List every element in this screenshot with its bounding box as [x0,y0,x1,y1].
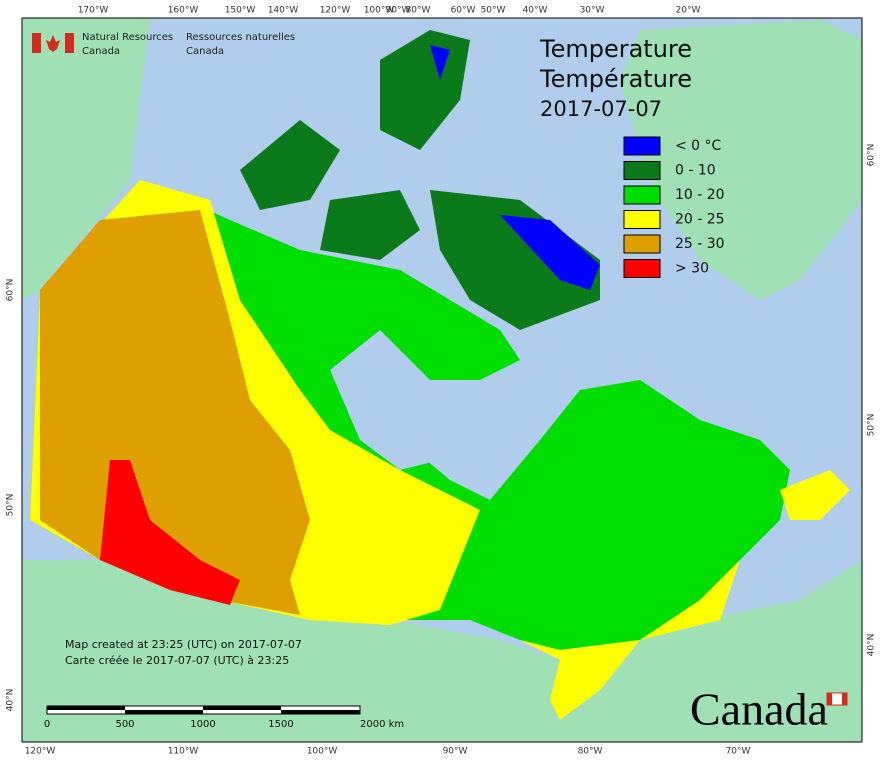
latitude-label: 40°N [6,689,16,712]
title: Temperature [539,35,692,63]
date: 2017-07-07 [540,97,662,121]
longitude-label: 90°W [386,6,411,16]
latitude-label: 40°N [867,634,877,657]
greenland [620,20,862,300]
newfoundland [780,470,850,520]
longitude-label: 170°W [78,6,109,16]
legend-swatch [623,234,661,254]
note: Carte créée le 2017-07-07 (UTC) à 23:25 [65,654,289,667]
scale-segment [203,706,281,710]
legend-label: 0 - 10 [675,163,716,179]
legend-label: 20 - 25 [675,212,725,228]
longitude-label: 140°W [268,6,299,16]
zone-below-0 [430,45,450,80]
zone-0-10 [320,190,420,260]
longitude-label: 120°W [320,6,351,16]
legend-swatch [623,259,661,278]
flag-bar [65,33,74,53]
scale-label: 2000 km [360,719,404,730]
zone-over-30 [100,460,240,605]
scale-label: 0 [44,719,50,730]
legend-label: 10 - 20 [675,187,725,203]
department-fr: Ressources naturelles [186,32,295,43]
longitude-label: 80°W [578,747,603,757]
nrcan-logo: Natural Resources Canada Ressources natu… [32,32,295,57]
legend-swatch [623,185,661,205]
latitude-label: 60°N [867,144,877,167]
latitude-label: 50°N [6,494,16,517]
department-en: Natural Resources [82,32,173,43]
legend-swatch [623,210,661,229]
zone-below-0 [500,215,600,290]
longitude-label: 110°W [168,747,199,757]
legend-label: 25 - 30 [675,236,725,252]
longitude-label: 150°W [225,6,256,16]
hudson-bay [330,330,450,470]
map-frame [21,17,863,743]
longitude-label: 120°W [25,747,56,757]
longitude-label: 30°W [580,6,605,16]
department-en: Canada [82,46,120,57]
longitude-label: 70°W [726,747,751,757]
maple-leaf [46,35,60,52]
department-fr: Canada [186,46,224,57]
united-states [22,560,862,742]
zone-20-25-east [520,560,740,720]
legend-label: > 30 [675,261,709,277]
flag-bar [32,33,41,53]
wordmark: Canada [690,684,848,735]
legend-label: < 0 °C [675,138,722,154]
frame-border [21,17,863,743]
longitude-label: 90°W [443,747,468,757]
scale-label: 500 [115,719,134,730]
longitude-label: 160°W [168,6,199,16]
scale-label: 1000 [190,719,215,730]
legend-swatch [623,161,661,180]
longitude-label: 100°W [307,747,338,757]
longitude-label: 50°W [481,6,506,16]
scale-label: 1500 [268,719,293,730]
scale-segment [47,706,125,710]
longitude-label: 100°W [364,6,395,16]
longitude-label: 40°W [523,6,548,16]
scale-segment [281,710,360,714]
longitude-label: 60°W [451,6,476,16]
canada-wordmark: Canada [690,684,828,735]
longitude-label: 80°W [406,6,431,16]
alaska [22,18,150,300]
note: Map created at 23:25 (UTC) on 2017-07-07 [65,638,302,651]
longitude-label: 20°W [676,6,701,16]
legend-swatch [623,136,661,156]
flag-bar [842,693,847,705]
zone-0-10 [240,120,340,210]
latitude-label: 50°N [867,414,877,437]
zone-0-10 [380,30,470,150]
title: Température [539,65,692,93]
flag-bar [827,693,832,705]
scale-segment [125,710,203,714]
zone-0-10 [430,190,600,330]
latitude-label: 60°N [6,279,16,302]
scale-bar [46,705,361,715]
